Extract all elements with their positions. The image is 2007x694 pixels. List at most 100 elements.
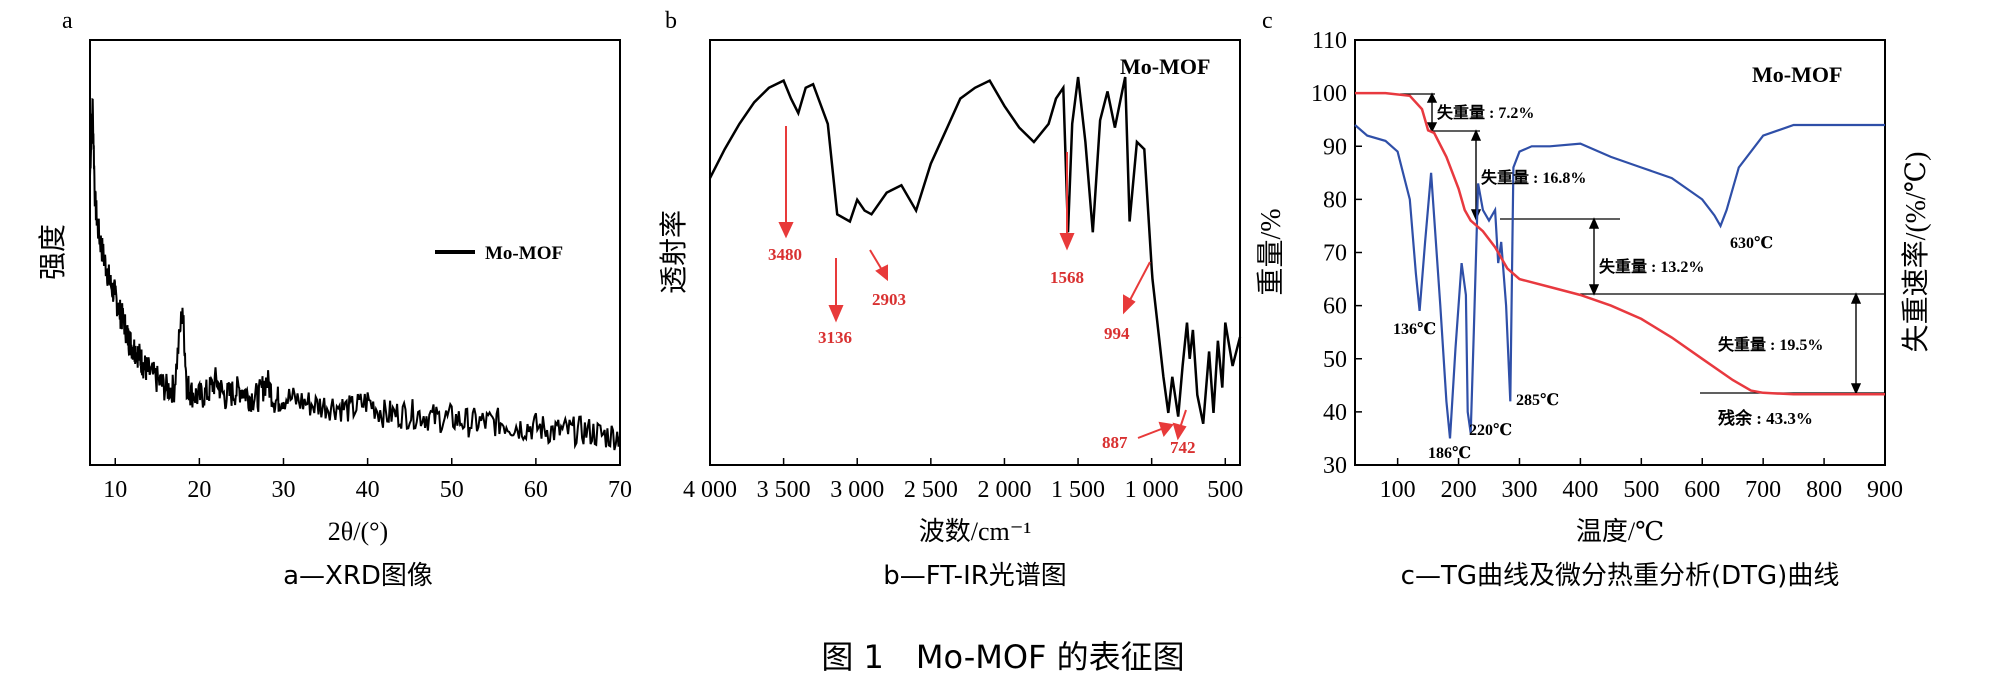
loss-arrow-1-bottom	[1426, 122, 1438, 133]
panel-c-y-right-axis-label: 失重速率/(%/℃)	[1900, 152, 1932, 353]
peak-label-994: 994	[1104, 324, 1130, 343]
x-tick-label: 100	[1380, 477, 1416, 503]
x-tick-label: 40	[356, 477, 380, 503]
panel-b-frame	[709, 39, 1241, 466]
panel-a-xrd-chart: a 10 20 30 40 50 60 70 Mo-MOF 强度 2θ/(°) a—XRD图…	[37, 8, 632, 591]
x-tick-label: 600	[1684, 477, 1720, 503]
x-tick-label: 30	[271, 477, 295, 503]
panel-c-loss-labels: 失重量 : 7.2% 失重量 : 16.8% 失重量 : 13.2% 失重量 :…	[1437, 103, 1823, 428]
y-tick-label: 70	[1323, 241, 1347, 267]
x-tick-label: 800	[1806, 477, 1842, 503]
y-tick-label: 90	[1323, 134, 1347, 160]
panel-c-inset-title: Mo-MOF	[1752, 62, 1842, 87]
loss-label-7-2: 失重量 : 7.2%	[1437, 103, 1534, 122]
panel-c-tg-dtg-chart: c 100 200 300 400 500 600 700 800 900 30 40 50 60 70…	[1255, 8, 1932, 591]
x-tick-label: 2 000	[977, 477, 1031, 503]
panel-b-ftir-series-line	[708, 76, 1242, 425]
peak-label-1568: 1568	[1050, 268, 1084, 287]
panel-c-peak-labels: 136℃ 186℃ 220℃ 285℃ 630℃	[1393, 235, 1773, 462]
y-tick-label: 40	[1323, 400, 1347, 426]
loss-arrow-1-top	[1426, 92, 1438, 103]
loss-arrow-3-top	[1588, 217, 1600, 229]
y-tick-label: 30	[1323, 453, 1347, 479]
residue-label: 残余 : 43.3%	[1718, 408, 1813, 428]
arrow-887-head	[1158, 421, 1174, 438]
x-tick-label: 300	[1501, 477, 1537, 503]
panel-b-caption: b—FT-IR光谱图	[883, 561, 1067, 591]
x-tick-label: 200	[1441, 477, 1477, 503]
peak-label-3136: 3136	[818, 328, 852, 347]
arrow-994	[1129, 261, 1151, 301]
arrow-887	[1137, 427, 1165, 439]
loss-arrow-2-top	[1470, 129, 1482, 141]
x-tick-label: 20	[187, 477, 211, 503]
panel-b-label: b	[665, 8, 677, 34]
loss-label-13-2: 失重量 : 13.2%	[1599, 257, 1704, 276]
x-tick-label: 500	[1207, 477, 1243, 503]
loss-arrow-4-top	[1850, 292, 1862, 304]
arrow-2903-head	[875, 264, 888, 282]
panel-a-x-axis-label: 2θ/(°)	[328, 517, 388, 546]
arrow-2903	[869, 249, 883, 271]
peak-label-3480: 3480	[768, 245, 802, 264]
peak-label-887: 887	[1102, 433, 1128, 452]
panel-c-frame	[1354, 39, 1886, 466]
x-tick-label: 4 000	[683, 477, 737, 503]
panel-a-y-axis-label: 强度	[37, 224, 69, 280]
y-tick-label: 50	[1323, 347, 1347, 373]
loss-label-19-5: 失重量 : 19.5%	[1718, 335, 1823, 354]
panel-a-label: a	[62, 8, 73, 34]
panel-a-x-ticks: 10 20 30 40 50 60 70	[103, 458, 632, 503]
x-tick-label: 3 000	[830, 477, 884, 503]
x-tick-label: 700	[1745, 477, 1781, 503]
panel-a-frame	[89, 39, 621, 466]
panel-c-caption: c—TG曲线及微分热重分析(DTG)曲线	[1401, 561, 1840, 591]
arrow-1568-head	[1059, 233, 1075, 251]
panel-c-label: c	[1262, 8, 1273, 34]
loss-arrow-4-bottom	[1850, 383, 1862, 395]
panel-c-y-ticks: 30 40 50 60 70 80 90 100 110	[1311, 28, 1362, 479]
x-tick-label: 500	[1623, 477, 1659, 503]
dtg-label-630: 630℃	[1730, 235, 1773, 252]
dtg-label-220: 220℃	[1469, 422, 1512, 439]
panel-b-x-axis-label: 波数/cm⁻¹	[919, 517, 1032, 546]
dtg-label-136: 136℃	[1393, 321, 1436, 338]
x-tick-label: 60	[524, 477, 548, 503]
x-tick-label: 1 000	[1125, 477, 1179, 503]
y-tick-label: 80	[1323, 187, 1347, 213]
panel-c-dtg-series-line	[1354, 123, 1885, 439]
y-tick-label: 110	[1312, 28, 1347, 54]
panel-a-caption: a—XRD图像	[283, 561, 433, 591]
panel-a-legend-entry: Mo-MOF	[485, 243, 563, 264]
panel-c-y-axis-label: 重量/%	[1255, 208, 1287, 295]
panel-b-y-axis-label: 透射率	[658, 210, 690, 294]
arrow-994-head	[1123, 294, 1136, 315]
arrow-3136-head	[828, 305, 844, 323]
y-tick-label: 100	[1311, 81, 1347, 107]
x-tick-label: 10	[103, 477, 127, 503]
y-tick-label: 60	[1323, 294, 1347, 320]
loss-label-16-8: 失重量 : 16.8%	[1481, 168, 1586, 187]
panel-a-xrd-series-line	[89, 97, 621, 451]
panel-c-x-axis-label: 温度/℃	[1576, 517, 1664, 546]
x-tick-label: 70	[608, 477, 632, 503]
loss-arrow-3-bottom	[1588, 284, 1600, 296]
arrow-742-head	[1172, 422, 1187, 441]
panel-b-ftir-chart: b 4 000 3 500 3 000 2 500 2 000 1 500 1 000 500…	[658, 8, 1243, 591]
dtg-label-285: 285℃	[1516, 392, 1559, 409]
arrow-3480-head	[778, 222, 794, 239]
panel-b-peak-labels: 3480 3136 2903 1568 994 887 742	[768, 245, 1196, 457]
panel-b-peak-arrows	[778, 126, 1187, 441]
dtg-label-186: 186℃	[1428, 445, 1471, 462]
panel-b-inset-title: Mo-MOF	[1120, 54, 1210, 79]
panel-b-x-ticks: 4 000 3 500 3 000 2 500 2 000 1 500 1 000 500	[683, 458, 1243, 503]
panel-c-loss-arrows	[1426, 92, 1862, 395]
figure-title: 图 1 Mo-MOF 的表征图	[821, 638, 1184, 676]
x-tick-label: 1 500	[1051, 477, 1105, 503]
loss-arrow-2-bottom	[1470, 209, 1482, 221]
panel-c-x-ticks: 100 200 300 400 500 600 700 800 900	[1380, 458, 1903, 503]
x-tick-label: 3 500	[757, 477, 811, 503]
x-tick-label: 400	[1562, 477, 1598, 503]
x-tick-label: 900	[1867, 477, 1903, 503]
